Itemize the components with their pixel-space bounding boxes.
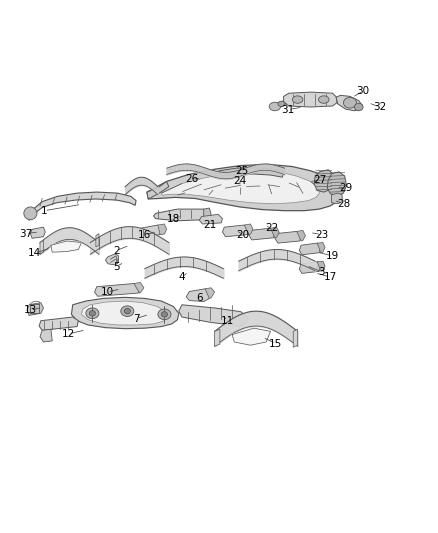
Ellipse shape	[121, 306, 134, 317]
Polygon shape	[147, 165, 341, 211]
Ellipse shape	[292, 96, 303, 103]
Text: 6: 6	[196, 293, 203, 303]
Polygon shape	[249, 228, 275, 240]
Polygon shape	[134, 282, 144, 293]
Text: 19: 19	[326, 251, 339, 261]
Polygon shape	[215, 329, 220, 346]
Ellipse shape	[24, 207, 37, 220]
Polygon shape	[71, 297, 179, 329]
Text: 7: 7	[133, 313, 139, 324]
Polygon shape	[96, 233, 99, 247]
Ellipse shape	[278, 101, 285, 107]
Polygon shape	[204, 208, 211, 220]
Polygon shape	[244, 224, 253, 235]
Text: 11: 11	[221, 316, 234, 326]
Polygon shape	[293, 329, 297, 348]
Text: 13: 13	[24, 305, 37, 315]
Polygon shape	[314, 169, 333, 192]
Text: 25: 25	[236, 166, 249, 176]
Text: 12: 12	[62, 329, 75, 339]
Ellipse shape	[269, 102, 281, 111]
Ellipse shape	[161, 312, 167, 317]
Polygon shape	[232, 328, 271, 345]
Ellipse shape	[124, 309, 131, 314]
Text: 27: 27	[313, 175, 326, 185]
Polygon shape	[205, 288, 215, 298]
Polygon shape	[161, 171, 319, 204]
Polygon shape	[158, 224, 166, 235]
Polygon shape	[299, 243, 321, 255]
Text: 31: 31	[281, 104, 295, 115]
Text: 2: 2	[113, 246, 120, 255]
Text: 32: 32	[373, 102, 386, 112]
Polygon shape	[327, 172, 346, 196]
Text: 22: 22	[265, 223, 278, 233]
Polygon shape	[317, 243, 325, 253]
Text: 18: 18	[166, 214, 180, 224]
Text: 5: 5	[113, 262, 120, 271]
Polygon shape	[40, 329, 52, 342]
Text: 1: 1	[41, 206, 48, 216]
Ellipse shape	[354, 103, 363, 111]
Text: 3: 3	[318, 267, 325, 277]
Polygon shape	[153, 209, 206, 221]
Polygon shape	[336, 95, 362, 111]
Polygon shape	[81, 301, 166, 325]
Polygon shape	[147, 181, 169, 199]
Ellipse shape	[343, 98, 357, 108]
Polygon shape	[106, 254, 119, 265]
Ellipse shape	[86, 308, 99, 319]
Polygon shape	[332, 193, 342, 204]
Polygon shape	[219, 167, 284, 177]
Polygon shape	[30, 227, 45, 238]
Text: 4: 4	[179, 272, 185, 282]
Text: 30: 30	[357, 86, 370, 96]
Text: 26: 26	[185, 174, 198, 184]
Polygon shape	[28, 192, 136, 220]
Polygon shape	[27, 303, 43, 316]
Text: 29: 29	[339, 183, 352, 193]
Polygon shape	[284, 92, 337, 107]
Text: 23: 23	[315, 230, 328, 240]
Text: 14: 14	[28, 248, 41, 258]
Polygon shape	[186, 289, 210, 302]
Polygon shape	[138, 225, 162, 237]
Text: 15: 15	[269, 338, 283, 349]
Polygon shape	[272, 98, 289, 109]
Text: 24: 24	[233, 176, 247, 187]
Ellipse shape	[318, 96, 329, 103]
Polygon shape	[51, 241, 81, 252]
Ellipse shape	[89, 311, 95, 316]
Text: 16: 16	[138, 230, 152, 240]
Polygon shape	[199, 214, 223, 224]
Text: 20: 20	[237, 230, 250, 240]
Polygon shape	[95, 284, 140, 296]
Text: 28: 28	[337, 199, 350, 209]
Polygon shape	[179, 305, 247, 326]
Text: 37: 37	[19, 229, 33, 239]
Polygon shape	[317, 261, 325, 271]
Polygon shape	[299, 262, 321, 273]
Ellipse shape	[158, 309, 171, 320]
Polygon shape	[223, 225, 249, 237]
Polygon shape	[39, 317, 78, 330]
Polygon shape	[297, 230, 305, 241]
Polygon shape	[40, 240, 43, 254]
Text: 17: 17	[324, 272, 337, 282]
Text: 21: 21	[203, 220, 216, 230]
Polygon shape	[275, 231, 301, 243]
Text: 10: 10	[101, 287, 114, 297]
Polygon shape	[271, 227, 279, 238]
